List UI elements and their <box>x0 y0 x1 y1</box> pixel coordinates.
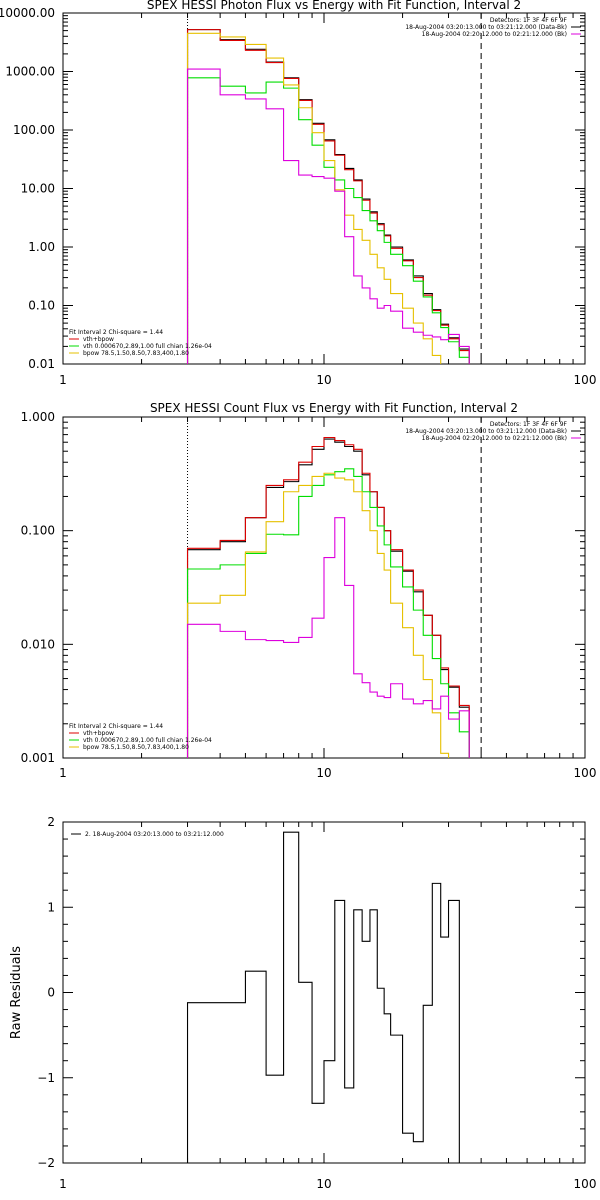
x-tick-label: 10 <box>316 373 331 387</box>
legend-bottom-text: vth+bpow <box>83 730 114 737</box>
series-group <box>186 831 470 1163</box>
y-tick-label: 0 <box>47 986 55 1000</box>
x-tick-label: 10 <box>316 1177 331 1191</box>
y-tick-label: 0.001 <box>21 751 55 765</box>
legend-top-text: Detectors: 1F 3F 4F 6F 9F <box>490 421 568 428</box>
x-tick-label: 1 <box>59 373 67 387</box>
series-line-data <box>186 438 470 758</box>
legend-text: 2. 18-Aug-2004 03:20:13.000 to 03:21:12.… <box>85 831 224 838</box>
legend-top-text: 18-Aug-2004 03:20:13.000 to 03:21:12.000… <box>405 428 567 435</box>
series-line-vth <box>186 77 470 364</box>
y-tick-label: 1.000 <box>21 410 55 424</box>
series-line-bpow <box>186 32 470 364</box>
y-tick-label: 2 <box>47 815 55 829</box>
y-tick-label: 1.00 <box>28 240 55 254</box>
chart-title: SPEX HESSI Photon Flux vs Energy with Fi… <box>147 0 521 12</box>
legend-bottom-text: bpow 78.5,1.50,8.50,7.83,400,1.80 <box>83 744 189 751</box>
series-group <box>186 29 470 364</box>
series-line-bpow <box>186 472 470 758</box>
y-tick-label: 100.00 <box>13 123 55 137</box>
residuals-chart: Raw Residuals 1 10 100 −2 −1 0 1 2 2. 18-Aug-2004… <box>9 815 597 1191</box>
x-tick-label: 100 <box>574 1177 597 1191</box>
y-tick-label: −2 <box>37 1156 55 1170</box>
count-flux-chart: SPEX HESSI Count Flux vs Energy with Fit… <box>21 401 597 780</box>
y-tick-label: −1 <box>37 1071 55 1085</box>
y-tick-label: 1 <box>47 900 55 914</box>
x-tick-label: 1 <box>59 766 67 780</box>
series-group <box>186 436 470 758</box>
legend-bottom-text: vth+bpow <box>83 336 114 343</box>
series-line-background <box>186 517 470 758</box>
y-tick-label: 10000.00 <box>0 6 55 20</box>
x-tick-label: 100 <box>574 373 597 387</box>
legend-top-text: 18-Aug-2004 02:20:12.000 to 02:21:12.000… <box>422 31 567 38</box>
y-tick-label: 0.100 <box>21 524 55 538</box>
legend-bottom-text: bpow 78.5,1.50,8.50,7.83,400,1.80 <box>83 350 189 357</box>
series-line-vth-bpow <box>186 29 470 364</box>
x-tick-label: 1 <box>59 1177 67 1191</box>
x-tick-label: 100 <box>574 766 597 780</box>
series-line-vth <box>186 468 470 758</box>
series-line-background <box>186 68 470 364</box>
y-tick-label: 1000.00 <box>5 65 55 79</box>
legend-bottom-text: vth 0.000670,2.89,1.00 full chian 1.26e-… <box>83 343 212 350</box>
chart-title: SPEX HESSI Count Flux vs Energy with Fit… <box>150 401 518 415</box>
legend-top-text: 18-Aug-2004 03:20:13.000 to 03:21:12.000… <box>405 24 567 31</box>
x-tick-label: 10 <box>316 766 331 780</box>
legend-top-text: 18-Aug-2004 02:20:12.000 to 02:21:12.000… <box>422 435 567 442</box>
legend-bottom-text: Fit Interval 2 Chi-square = 1.44 <box>69 329 163 336</box>
legend-bottom-text: vth 0.000670,2.89,1.00 full chian 1.26e-… <box>83 737 212 744</box>
plot-frame <box>62 12 586 365</box>
legend-top-text: Detectors: 1F 3F 4F 6F 9F <box>490 17 568 24</box>
y-tick-label: 0.10 <box>28 299 55 313</box>
y-axis-label: Raw Residuals <box>9 946 24 1039</box>
y-tick-label: 0.010 <box>21 637 55 651</box>
y-tick-label: 0.01 <box>28 357 55 371</box>
series-line-vth-bpow <box>186 436 470 758</box>
legend-bottom-text: Fit Interval 2 Chi-square = 1.44 <box>69 723 163 730</box>
plot-frame <box>62 821 586 1164</box>
series-line-2-18-aug-2004-03-20- <box>186 831 470 1163</box>
y-tick-label: 10.00 <box>21 182 55 196</box>
photon-flux-chart: SPEX HESSI Photon Flux vs Energy with Fi… <box>0 0 597 387</box>
series-line-data <box>186 29 470 364</box>
